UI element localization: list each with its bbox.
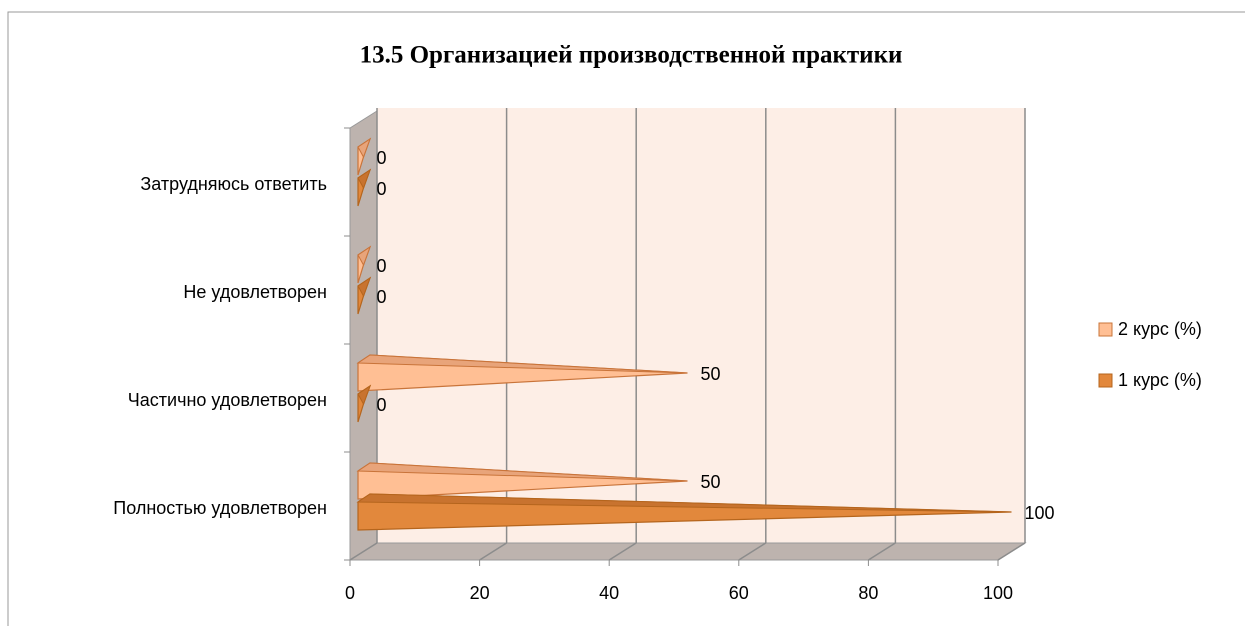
legend-swatch xyxy=(1098,373,1113,388)
data-label: 0 xyxy=(377,179,387,199)
y-tick-label: Не удовлетворен xyxy=(183,282,327,302)
bar-top xyxy=(356,354,688,374)
floor xyxy=(348,542,1027,561)
grid-line xyxy=(997,542,1026,561)
grid-line xyxy=(868,542,896,561)
data-label: 0 xyxy=(377,148,387,168)
x-tick-label: 40 xyxy=(599,583,619,603)
legend-label: 2 курс (%) xyxy=(1118,319,1202,339)
bar-top xyxy=(357,137,371,159)
chart-border xyxy=(7,11,1245,626)
bar-top xyxy=(356,493,1012,513)
chart-title: 13.5 Организацией производственной практ… xyxy=(360,42,903,69)
y-tick-label: Затрудняюсь ответить xyxy=(140,174,327,194)
data-label: 0 xyxy=(377,287,387,307)
bar-top xyxy=(356,462,688,482)
grid-line xyxy=(608,542,637,561)
legend-swatch xyxy=(1098,322,1113,337)
y-tick-label: Полностью удовлетворен xyxy=(113,498,327,518)
bar-top xyxy=(357,168,371,190)
back-wall xyxy=(377,108,1025,543)
data-label: 100 xyxy=(1025,503,1055,523)
data-label: 50 xyxy=(701,364,721,384)
data-label: 0 xyxy=(377,395,387,415)
data-label: 50 xyxy=(701,472,721,492)
x-tick-label: 20 xyxy=(470,583,490,603)
grid-line xyxy=(479,542,507,561)
grid-line xyxy=(738,542,767,561)
x-tick-label: 100 xyxy=(983,583,1013,603)
x-tick-label: 60 xyxy=(729,583,749,603)
bar-top xyxy=(357,245,371,267)
x-tick-label: 0 xyxy=(345,583,355,603)
legend-label: 1 курс (%) xyxy=(1118,370,1202,390)
bar-top xyxy=(357,384,371,406)
bar-top xyxy=(357,276,371,298)
x-tick-label: 80 xyxy=(858,583,878,603)
grid-line xyxy=(349,542,378,561)
y-tick-label: Частично удовлетворен xyxy=(128,390,327,410)
data-label: 0 xyxy=(377,256,387,276)
